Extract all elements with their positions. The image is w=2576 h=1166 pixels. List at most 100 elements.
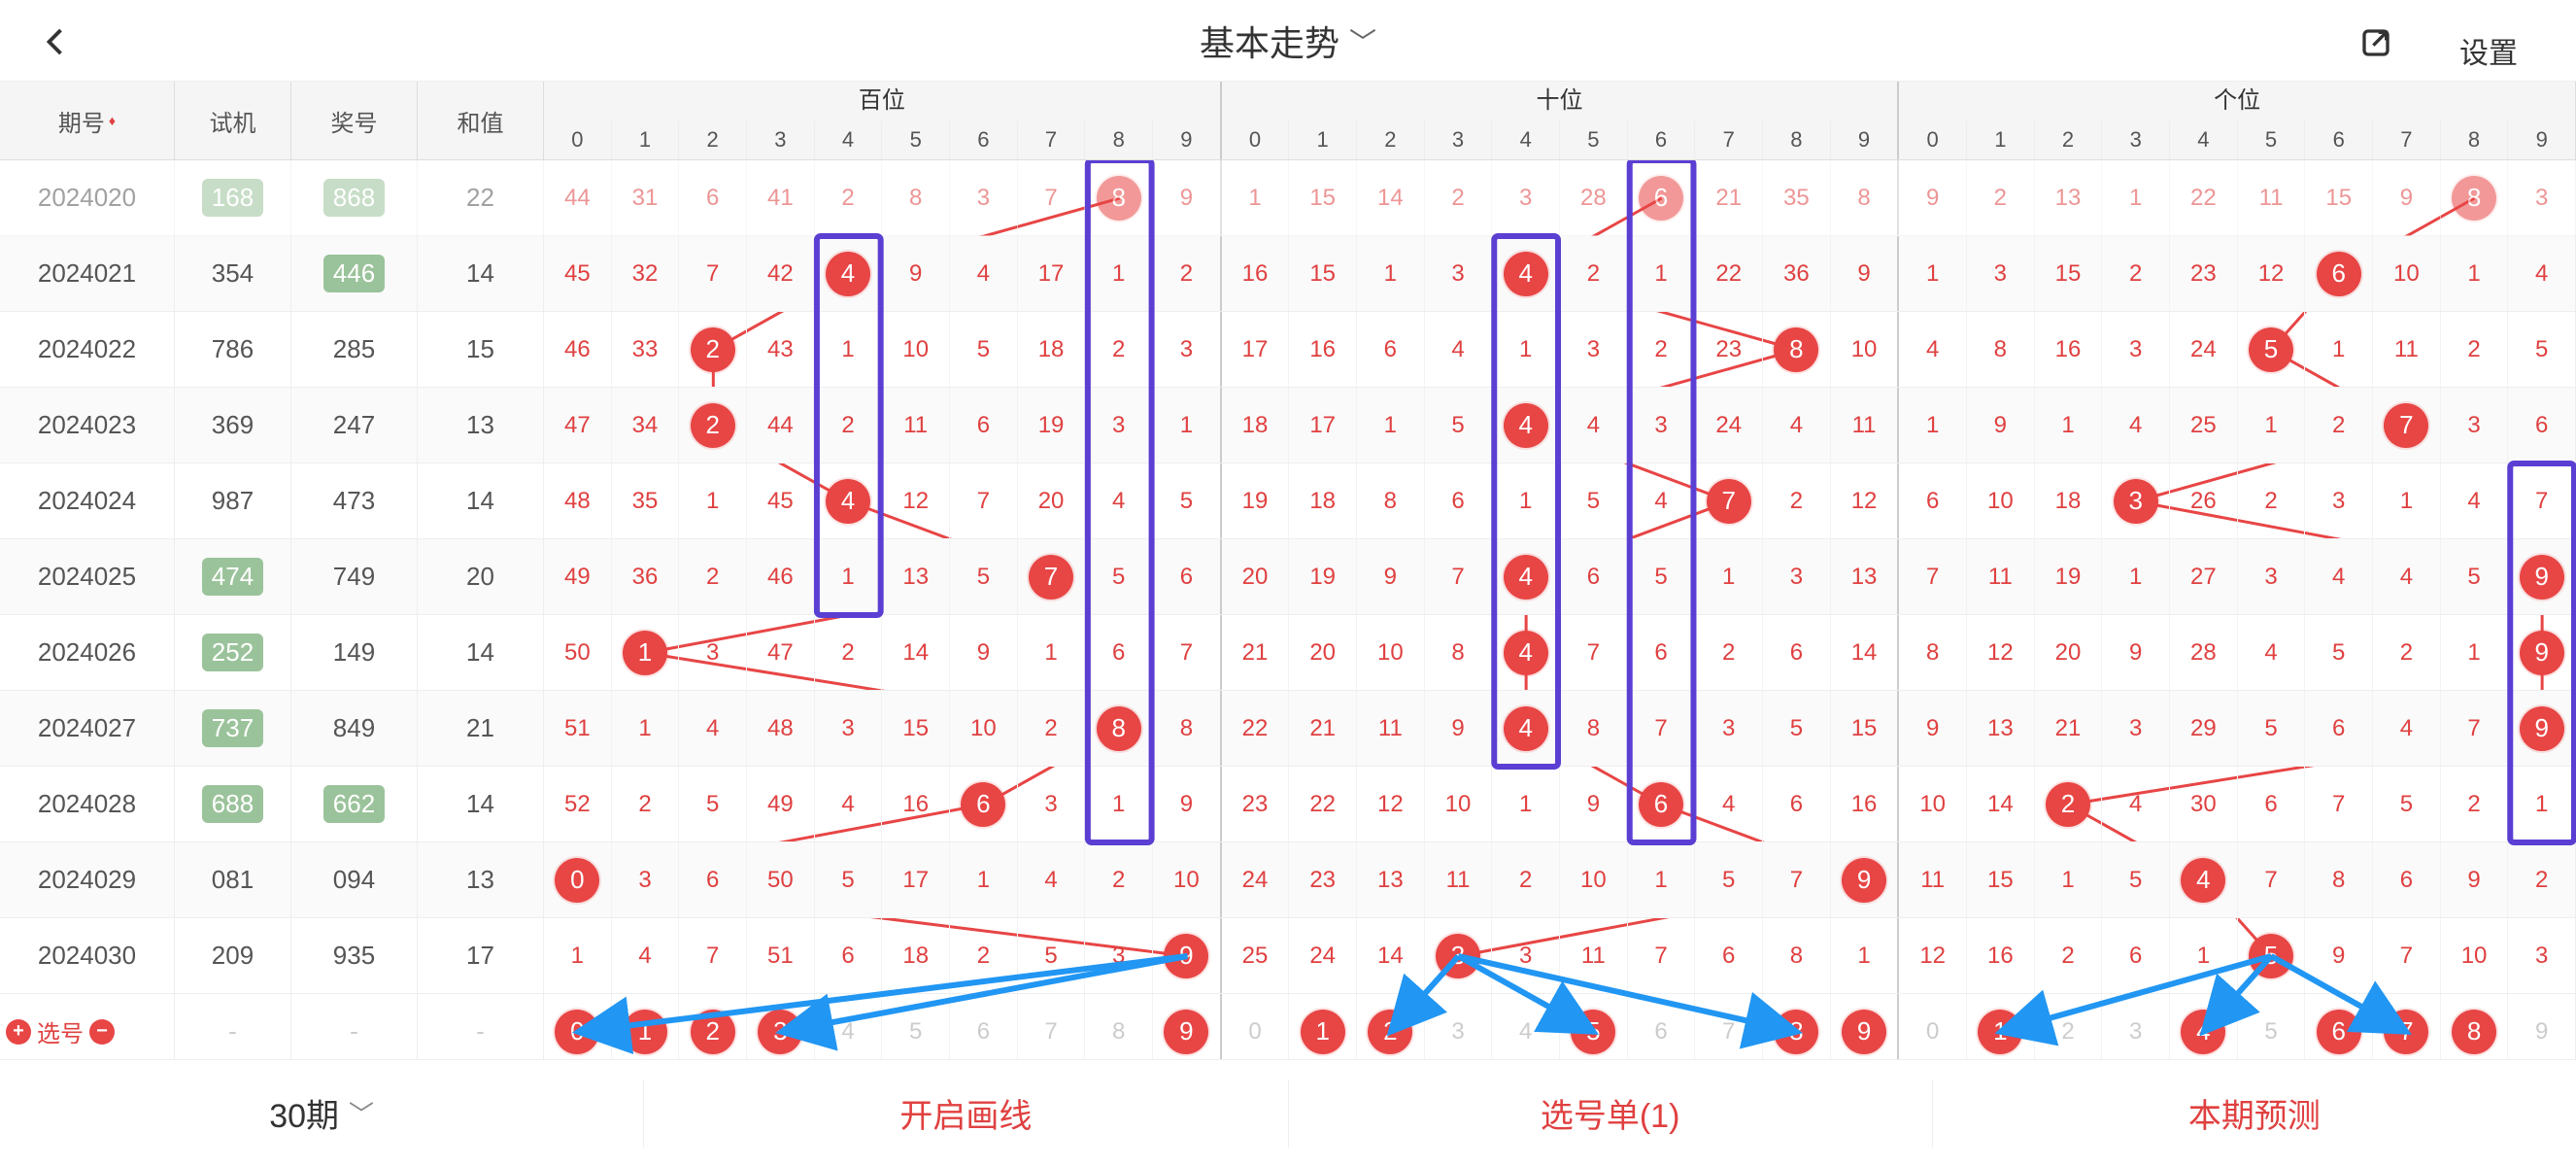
- selected-ball[interactable]: 2: [691, 1010, 735, 1054]
- select-digit-cell[interactable]: 3: [747, 994, 815, 1069]
- draw-line-toggle[interactable]: 开启画线: [644, 1080, 1288, 1148]
- digit-cell: 1: [2373, 463, 2441, 538]
- select-digit-cell[interactable]: 9: [1153, 994, 1220, 1069]
- hit-ball: 5: [2249, 934, 2293, 978]
- hit-ball: 6: [1639, 782, 1683, 827]
- select-digit-cell[interactable]: 5: [882, 994, 950, 1069]
- select-digit-cell[interactable]: 1: [1289, 994, 1357, 1069]
- remove-icon[interactable]: −: [89, 1019, 115, 1045]
- digit-header: 5: [1560, 120, 1628, 159]
- col-header-test[interactable]: 试机: [175, 82, 291, 159]
- digit-cell: 11: [1357, 691, 1425, 766]
- selected-ball[interactable]: 1: [623, 1010, 667, 1054]
- select-digit-cell[interactable]: 8: [1763, 994, 1831, 1069]
- digit-cell: 14: [1967, 767, 2035, 841]
- col-header-award[interactable]: 奖号: [291, 82, 418, 159]
- selected-ball[interactable]: 3: [758, 1010, 802, 1054]
- cell-issue: 2024030: [0, 918, 175, 993]
- select-digit-cell[interactable]: 3: [2102, 994, 2170, 1069]
- select-digit-cell[interactable]: 0: [1222, 994, 1290, 1069]
- select-digit-cell[interactable]: 0: [544, 994, 612, 1069]
- select-digit-cell[interactable]: 9: [2508, 994, 2575, 1069]
- digit-cell: 4: [1492, 236, 1560, 311]
- digit-cell: 4: [612, 918, 680, 993]
- back-button[interactable]: [39, 21, 74, 70]
- select-digit-cell[interactable]: 2: [1357, 994, 1425, 1069]
- digit-cell: 10: [1357, 615, 1425, 690]
- col-header-issue[interactable]: 期号♦: [0, 82, 175, 159]
- selected-ball[interactable]: 1: [1301, 1010, 1345, 1054]
- digit-cell: 14: [1357, 918, 1425, 993]
- selected-ball[interactable]: 8: [2452, 1010, 2496, 1054]
- settings-button[interactable]: 设置: [2459, 29, 2518, 72]
- share-button[interactable]: [2360, 27, 2391, 58]
- digit-cell: 4: [2102, 388, 2170, 463]
- select-digit-cell[interactable]: 4: [815, 994, 883, 1069]
- digit-cell: 6: [679, 842, 747, 917]
- selected-ball[interactable]: 7: [2384, 1010, 2428, 1054]
- select-digit-cell[interactable]: 7: [2373, 994, 2441, 1069]
- digit-cell: 5: [2102, 842, 2170, 917]
- digit-cell: 24: [1695, 388, 1763, 463]
- select-digit-cell[interactable]: 7: [1695, 994, 1763, 1069]
- select-digit-cell[interactable]: 2: [679, 994, 747, 1069]
- select-digit-cell[interactable]: 9: [1831, 994, 1898, 1069]
- select-digit-cell[interactable]: 1: [1967, 994, 2035, 1069]
- selected-ball[interactable]: 2: [1368, 1010, 1412, 1054]
- selected-ball[interactable]: 9: [1842, 1010, 1886, 1054]
- select-digit-cell[interactable]: 0: [1899, 994, 1967, 1069]
- page-title-dropdown[interactable]: 基本走势 ﹀: [1200, 16, 1376, 66]
- hit-ball: 9: [2520, 706, 2564, 751]
- cell-sum: 13: [418, 842, 544, 917]
- digit-cell: 2: [1153, 236, 1220, 311]
- ticket-button[interactable]: 选号单(1): [1289, 1080, 1933, 1148]
- predict-button[interactable]: 本期预测: [1933, 1080, 2576, 1148]
- digit-cell: 8: [1425, 615, 1493, 690]
- digit-cell: 10: [1560, 842, 1628, 917]
- period-selector[interactable]: 30期 ﹀: [0, 1080, 644, 1148]
- digit-cell: 49: [544, 539, 612, 614]
- selected-ball[interactable]: 4: [2181, 1010, 2225, 1054]
- select-digit-cell[interactable]: 4: [2170, 994, 2238, 1069]
- sort-icon: ♦: [109, 113, 116, 128]
- selected-ball[interactable]: 8: [1774, 1010, 1818, 1054]
- digit-cell: 4: [1492, 539, 1560, 614]
- digit-cell: 7: [1899, 539, 1967, 614]
- digit-cell: 1: [815, 539, 883, 614]
- select-digit-cell[interactable]: 5: [1560, 994, 1628, 1069]
- selected-ball[interactable]: 0: [555, 1010, 599, 1054]
- select-digit-cell[interactable]: 5: [2238, 994, 2306, 1069]
- digit-cell: 52: [544, 767, 612, 841]
- selected-ball[interactable]: 5: [1571, 1010, 1615, 1054]
- digit-block-1: 232212101964616: [1222, 767, 1900, 841]
- hit-ball: 5: [2249, 327, 2293, 372]
- selected-ball[interactable]: 6: [2317, 1010, 2361, 1054]
- select-digit-cell[interactable]: 1: [612, 994, 680, 1069]
- digit-cell: 1: [1018, 615, 1086, 690]
- selected-ball[interactable]: 9: [1164, 1010, 1208, 1054]
- select-digit-cell[interactable]: 6: [950, 994, 1018, 1069]
- digit-block-0: 0123456789: [544, 994, 1222, 1069]
- select-digit-cell[interactable]: 3: [1425, 994, 1493, 1069]
- table-row: 2024027737849215114483151028822211194873…: [0, 691, 2576, 767]
- digit-cell: 23: [1222, 767, 1290, 841]
- select-digit-cell[interactable]: 4: [1492, 994, 1560, 1069]
- select-digit-cell[interactable]: 2: [2035, 994, 2103, 1069]
- digit-block-2: 6101832623147: [1899, 463, 2576, 538]
- select-digit-cell[interactable]: 6: [1628, 994, 1696, 1069]
- select-digit-cell[interactable]: 8: [2441, 994, 2509, 1069]
- digit-cell: 9: [2508, 615, 2575, 690]
- col-header-sum[interactable]: 和值: [418, 82, 544, 159]
- digit-cell: 9: [882, 236, 950, 311]
- digit-cell: 25: [1222, 918, 1290, 993]
- digit-cell: 21: [1695, 160, 1763, 235]
- select-digit-cell[interactable]: 8: [1085, 994, 1153, 1069]
- selected-ball[interactable]: 1: [1978, 1010, 2022, 1054]
- digit-cell: 45: [747, 463, 815, 538]
- select-row-controls: +选号−: [0, 994, 175, 1069]
- select-digit-cell[interactable]: 7: [1018, 994, 1086, 1069]
- digit-cell: 20: [2035, 615, 2103, 690]
- select-digit-cell[interactable]: 6: [2305, 994, 2373, 1069]
- digit-cell: 19: [1018, 388, 1086, 463]
- add-icon[interactable]: +: [6, 1019, 31, 1045]
